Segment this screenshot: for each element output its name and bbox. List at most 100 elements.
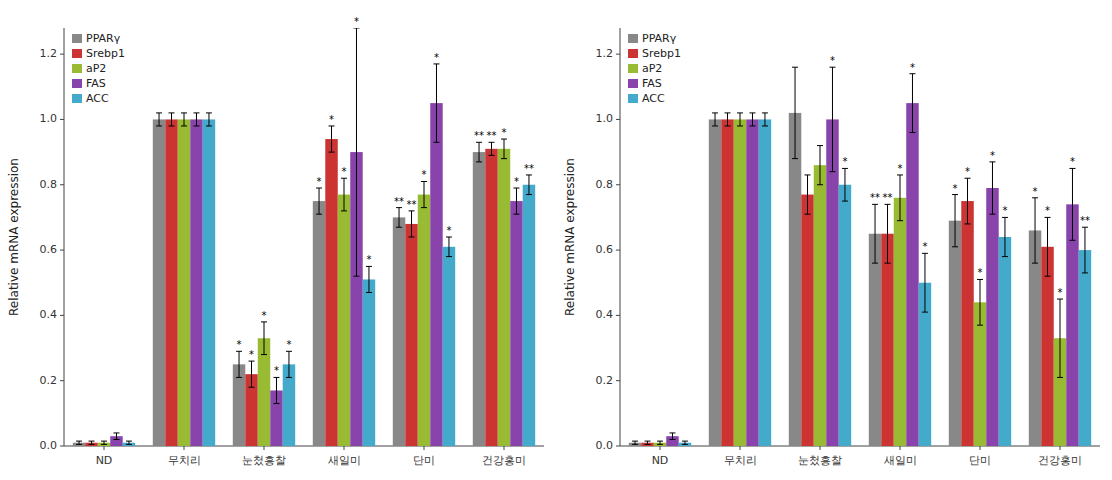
x-tick-label: 건강홍미 <box>1038 454 1082 467</box>
error-cap <box>817 145 823 146</box>
error-line <box>887 204 888 263</box>
error-line <box>980 279 981 325</box>
error-cap <box>193 112 199 113</box>
error-cap <box>113 439 119 440</box>
error-line <box>479 142 480 162</box>
bar <box>338 195 350 446</box>
error-cap <box>632 441 638 442</box>
error-cap <box>989 161 995 162</box>
y-tick-label: 0.8 <box>40 178 58 191</box>
error-line <box>491 142 492 155</box>
error-cap <box>101 441 107 442</box>
significance-label: ** <box>487 130 497 141</box>
bar <box>906 103 918 446</box>
y-axis-label: Relative mRNA expression <box>7 158 21 316</box>
error-bar <box>513 188 519 214</box>
bar <box>498 149 510 446</box>
x-tick <box>740 446 741 450</box>
error-bar <box>909 74 915 133</box>
error-cap <box>76 441 82 442</box>
significance-label: * <box>830 55 835 66</box>
legend-swatch <box>628 49 638 58</box>
y-tick-label: 0.6 <box>596 243 614 256</box>
legend-item: FAS <box>72 77 106 90</box>
error-cap <box>725 112 731 113</box>
error-cap <box>526 174 532 175</box>
error-cap <box>712 112 718 113</box>
significance-label: * <box>1033 186 1038 197</box>
y-tick-label: 0.6 <box>40 243 58 256</box>
significance-label: * <box>514 176 519 187</box>
error-cap <box>762 112 768 113</box>
error-cap <box>236 377 242 378</box>
error-cap <box>872 263 878 264</box>
error-bar <box>842 168 848 201</box>
error-cap <box>76 444 82 445</box>
y-tick-label: 0.8 <box>596 178 614 191</box>
error-cap <box>489 142 495 143</box>
significance-label: * <box>1058 287 1063 298</box>
error-line <box>276 377 277 403</box>
legend-swatch <box>72 49 82 58</box>
error-cap <box>249 361 255 362</box>
error-cap <box>261 321 267 322</box>
error-line <box>715 113 716 126</box>
error-line <box>967 178 968 224</box>
bar <box>325 139 337 446</box>
x-tick-label: 무치리 <box>724 454 757 467</box>
error-bar <box>421 181 427 207</box>
legend-item: FAS <box>628 77 662 90</box>
error-bar <box>1082 227 1088 273</box>
error-cap <box>513 214 519 215</box>
error-cap <box>922 312 928 313</box>
error-bar <box>433 64 439 142</box>
error-cap <box>669 439 675 440</box>
error-line <box>844 168 845 201</box>
error-cap <box>952 194 958 195</box>
error-cap <box>181 112 187 113</box>
error-cap <box>433 142 439 143</box>
significance-label: ** <box>394 196 404 207</box>
x-tick <box>424 446 425 450</box>
error-bar <box>645 441 651 444</box>
error-line <box>992 162 993 214</box>
annotations: ************************* <box>237 16 534 376</box>
y-tick-label: 0.4 <box>40 308 58 321</box>
error-cap <box>1045 276 1051 277</box>
error-bar <box>273 377 279 403</box>
y-axis <box>64 28 65 446</box>
error-cap <box>1002 256 1008 257</box>
error-cap <box>1032 197 1038 198</box>
error-bar <box>965 178 971 224</box>
error-bar <box>682 441 688 444</box>
significance-label: * <box>262 310 267 321</box>
error-cap <box>156 125 162 126</box>
error-cap <box>909 132 915 133</box>
y-tick <box>616 446 620 447</box>
bar <box>393 217 405 446</box>
error-cap <box>829 67 835 68</box>
legend-label: aP2 <box>86 62 106 75</box>
y-tick <box>616 119 620 120</box>
error-cap <box>645 441 651 442</box>
bar <box>746 119 758 446</box>
error-bar <box>286 351 292 377</box>
significance-label: ** <box>883 192 893 203</box>
bar <box>734 119 746 446</box>
error-bar <box>977 279 983 325</box>
error-cap <box>952 246 958 247</box>
error-cap <box>805 174 811 175</box>
error-bar <box>353 28 359 276</box>
error-cap <box>1069 168 1075 169</box>
bar <box>510 201 522 446</box>
error-cap <box>657 441 663 442</box>
error-cap <box>1057 377 1063 378</box>
error-bar <box>657 441 663 444</box>
legend-swatch <box>72 34 82 43</box>
error-cap <box>89 444 95 445</box>
error-bar <box>249 361 255 387</box>
significance-label: ** <box>1080 215 1090 226</box>
error-bar <box>261 322 267 355</box>
error-bar <box>1032 198 1038 263</box>
legend-swatch <box>628 34 638 43</box>
